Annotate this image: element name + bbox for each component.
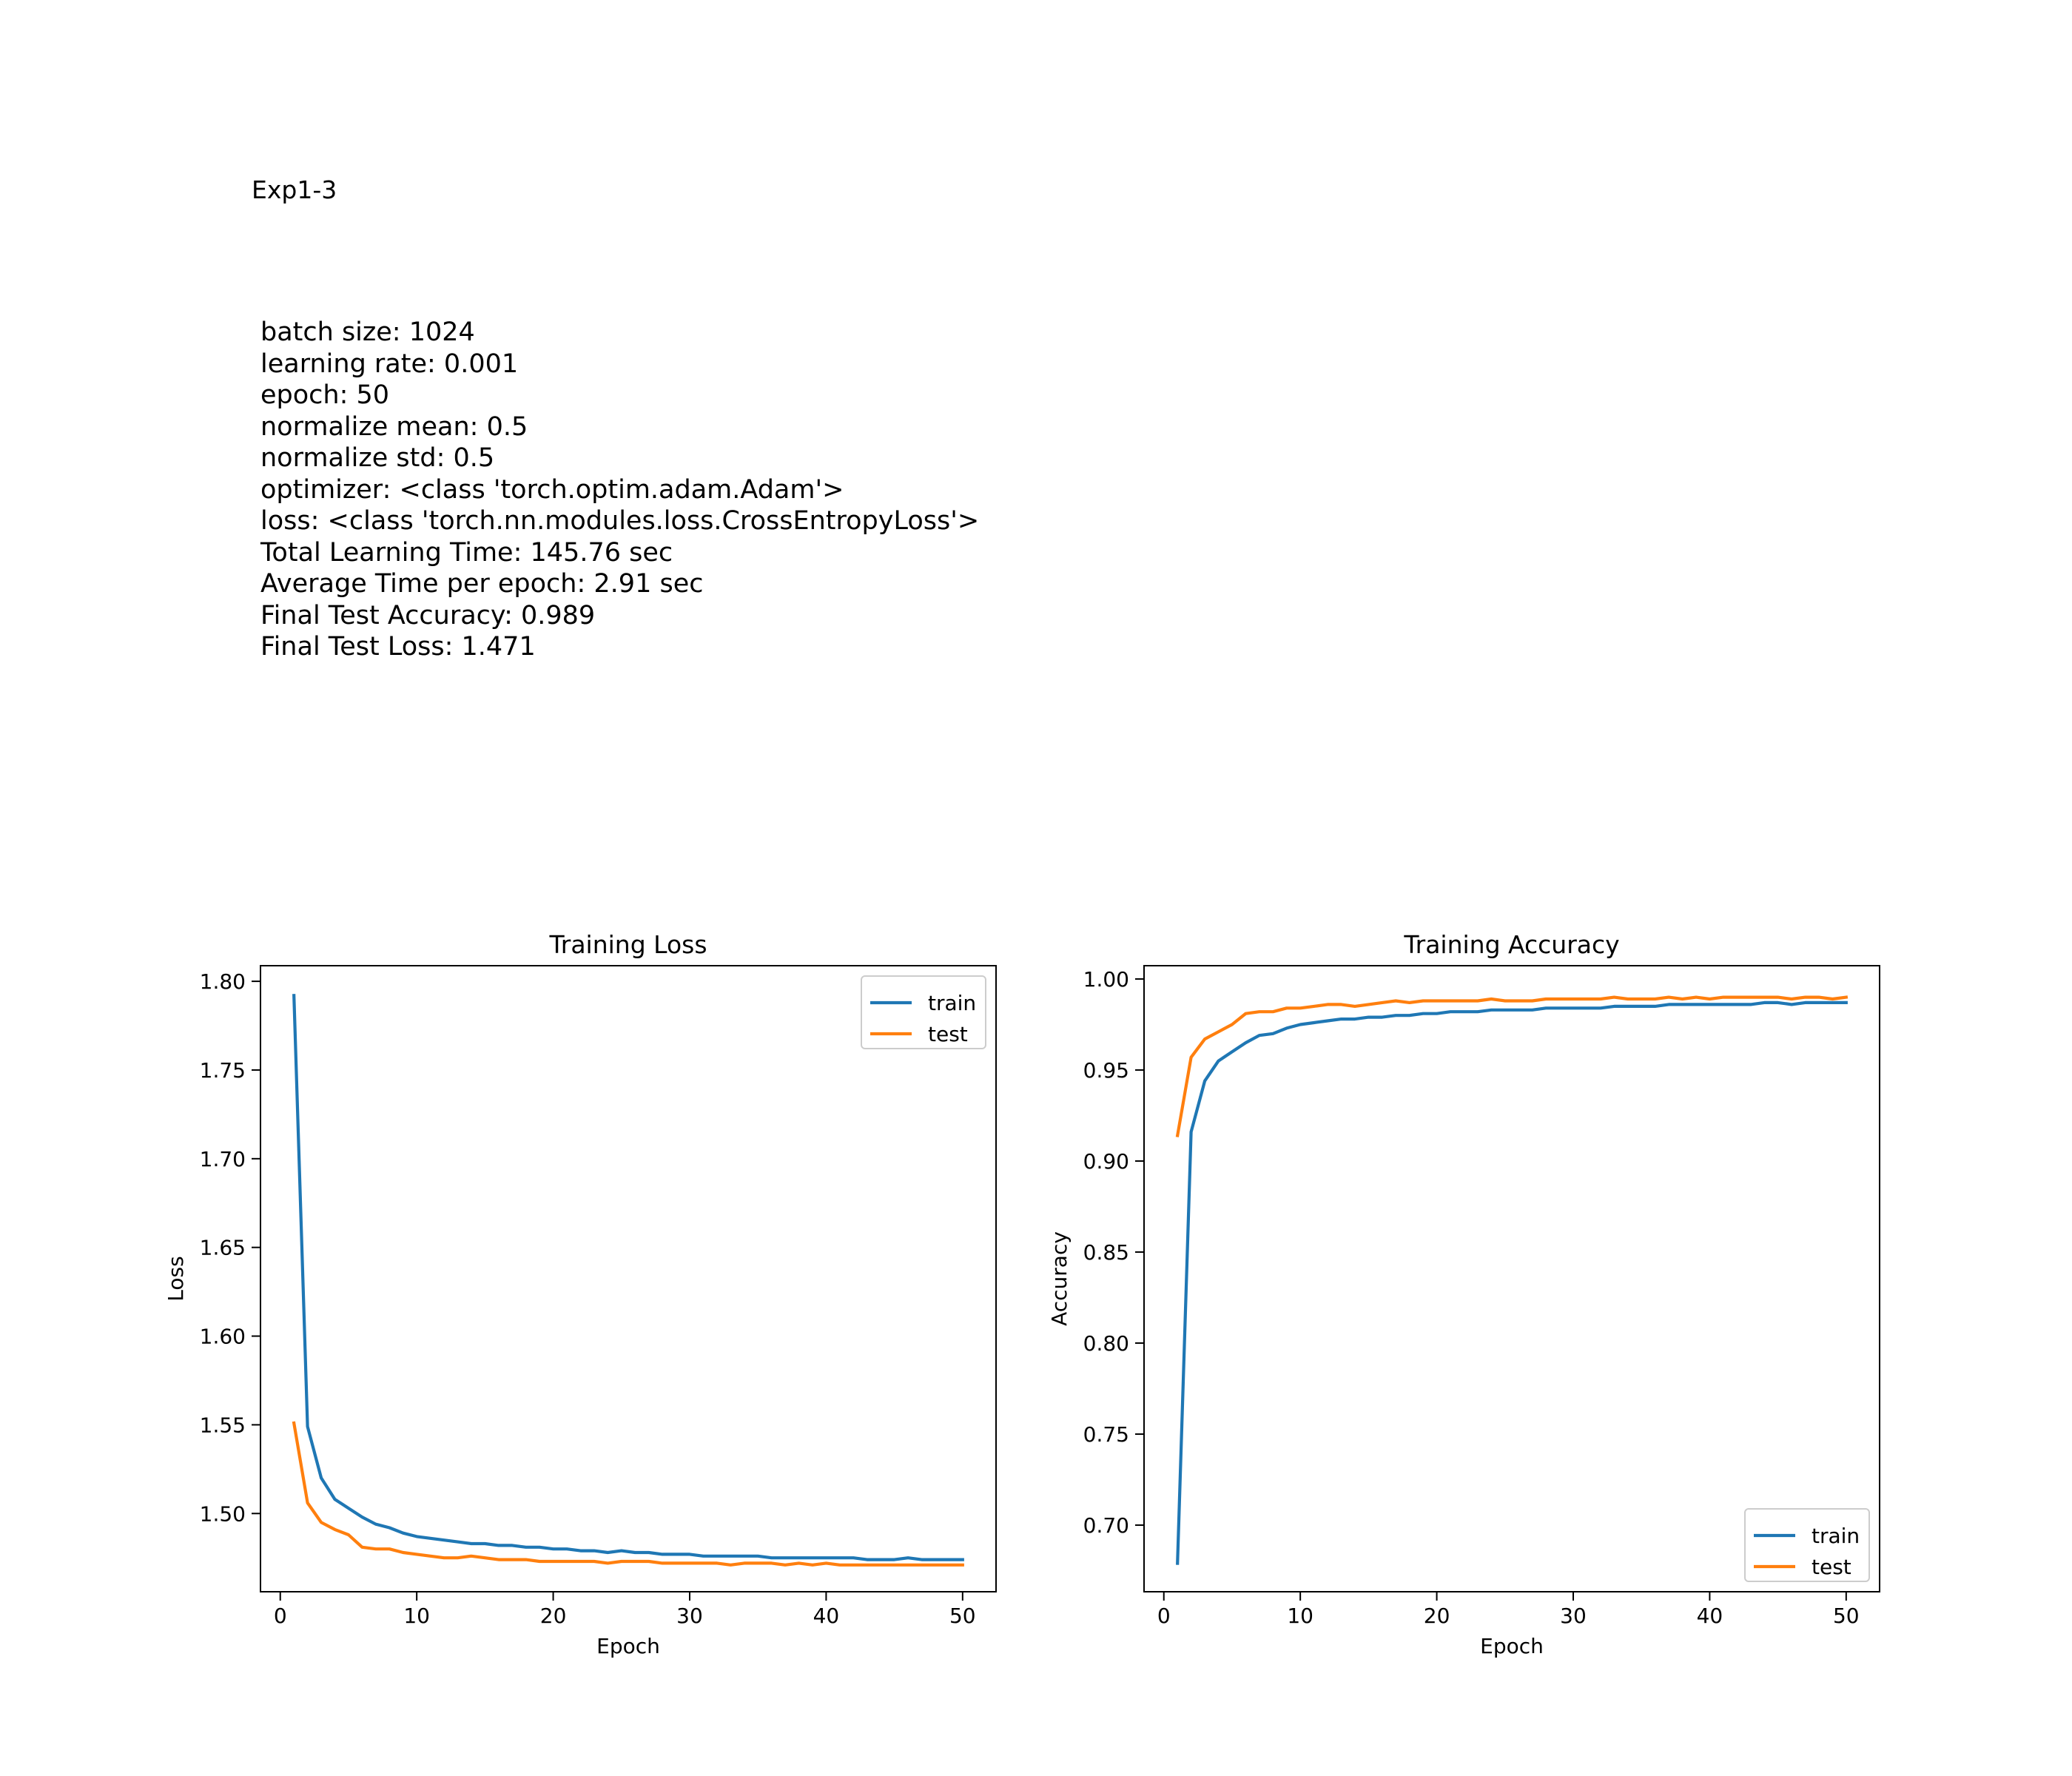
series-line-train	[292, 994, 964, 1561]
info-loss: loss: <class 'torch.nn.modules.loss.Cros…	[260, 506, 980, 536]
chart-title: Training Loss	[548, 930, 707, 959]
info-learning-rate: learning rate: 0.001	[260, 349, 519, 379]
info-batch-size: batch size: 1024	[260, 317, 475, 347]
y-tick-label: 1.65	[200, 1236, 246, 1260]
x-tick-label: 0	[1157, 1604, 1171, 1628]
legend-label-test: test	[928, 1022, 968, 1046]
y-tick-label: 1.50	[200, 1501, 246, 1526]
x-tick-label: 50	[949, 1604, 976, 1628]
x-axis-label: Epoch	[1480, 1634, 1544, 1658]
y-axis-label: Loss	[164, 1256, 188, 1301]
y-tick-label: 0.95	[1083, 1058, 1129, 1083]
y-tick-label: 1.70	[200, 1147, 246, 1171]
y-tick-label: 0.70	[1083, 1513, 1129, 1538]
y-axis-label: Accuracy	[1047, 1231, 1072, 1326]
legend: train test	[1744, 1508, 1870, 1582]
y-tick-label: 0.75	[1083, 1422, 1129, 1447]
series-line-test	[292, 1421, 964, 1567]
info-total-learning-time: Total Learning Time: 145.76 sec	[260, 537, 673, 568]
axes-frame	[1143, 965, 1880, 1592]
y-tick-label: 0.80	[1083, 1331, 1129, 1356]
x-tick-label: 10	[403, 1604, 430, 1628]
x-tick-label: 50	[1833, 1604, 1860, 1628]
y-tick-label: 0.90	[1083, 1149, 1129, 1174]
legend-label-test: test	[1812, 1555, 1851, 1579]
info-average-time: Average Time per epoch: 2.91 sec	[260, 569, 704, 599]
legend-label-train: train	[1812, 1524, 1860, 1548]
figure-suptitle: Exp1-3	[252, 175, 337, 204]
x-tick-label: 40	[813, 1604, 840, 1628]
series-line-test	[1175, 995, 1849, 1137]
info-final-test-accuracy: Final Test Accuracy: 0.989	[260, 600, 596, 630]
series-line-train	[1176, 1000, 1848, 1565]
info-normalize-std: normalize std: 0.5	[260, 443, 495, 473]
x-tick-label: 20	[1424, 1604, 1450, 1628]
y-tick-label: 1.00	[1083, 967, 1129, 992]
x-tick-label: 30	[1560, 1604, 1587, 1628]
x-tick-label: 40	[1697, 1604, 1723, 1628]
legend-label-train: train	[928, 991, 976, 1015]
x-tick-label: 0	[274, 1604, 287, 1628]
axes-frame	[260, 965, 997, 1592]
x-axis-label: Epoch	[596, 1634, 660, 1658]
x-tick-label: 20	[540, 1604, 567, 1628]
chart-title: Training Accuracy	[1403, 930, 1619, 959]
info-final-test-loss: Final Test Loss: 1.471	[260, 632, 536, 662]
x-tick-label: 30	[676, 1604, 703, 1628]
x-tick-label: 10	[1287, 1604, 1314, 1628]
chart-loss: Training Loss 0 10 20 30 40 50 1.50 1.55 1.60 1.65…	[164, 930, 997, 1658]
legend: train test	[861, 975, 986, 1049]
info-optimizer: optimizer: <class 'torch.optim.adam.Adam…	[260, 474, 844, 505]
info-normalize-mean: normalize mean: 0.5	[260, 411, 528, 442]
y-tick-label: 0.85	[1083, 1240, 1129, 1265]
y-tick-label: 1.55	[200, 1413, 246, 1437]
legend-box	[861, 975, 986, 1049]
chart-accuracy: Training Accuracy 0 10 20 30 40 50 0.70 0.75 0.80…	[1047, 930, 1880, 1658]
y-tick-label: 1.80	[200, 969, 246, 994]
info-epoch: epoch: 50	[260, 380, 390, 410]
hyperparameter-info: batch size: 1024 learning rate: 0.001 ep…	[260, 317, 979, 663]
y-tick-label: 1.60	[200, 1325, 246, 1349]
legend-box	[1744, 1508, 1870, 1582]
y-tick-label: 1.75	[200, 1058, 246, 1083]
